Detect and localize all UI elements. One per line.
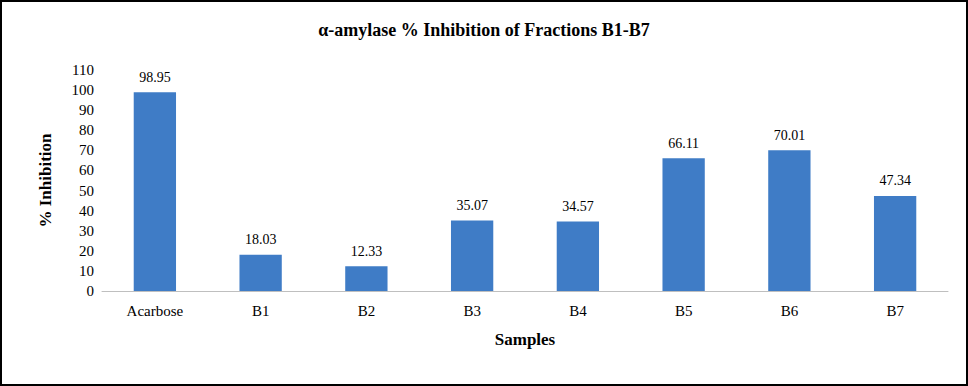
- svg-text:47.34: 47.34: [879, 173, 911, 188]
- svg-text:B4: B4: [569, 303, 587, 319]
- svg-text:B1: B1: [252, 303, 270, 319]
- svg-text:Acarbose: Acarbose: [127, 303, 184, 319]
- svg-text:110: 110: [72, 62, 94, 78]
- svg-text:20: 20: [79, 243, 94, 259]
- svg-text:12.33: 12.33: [351, 244, 383, 259]
- svg-text:% Inhibition: % Inhibition: [36, 133, 55, 228]
- svg-text:B5: B5: [675, 303, 693, 319]
- svg-text:80: 80: [79, 122, 94, 138]
- svg-text:70: 70: [79, 142, 94, 158]
- svg-text:60: 60: [79, 162, 94, 178]
- svg-text:50: 50: [79, 183, 94, 199]
- svg-text:10: 10: [79, 263, 94, 279]
- svg-text:34.57: 34.57: [562, 199, 594, 214]
- svg-text:40: 40: [79, 203, 94, 219]
- svg-text:B3: B3: [463, 303, 481, 319]
- svg-text:18.03: 18.03: [245, 232, 277, 247]
- svg-text:B2: B2: [358, 303, 376, 319]
- svg-text:0: 0: [87, 283, 95, 299]
- svg-text:100: 100: [72, 82, 95, 98]
- svg-text:70.01: 70.01: [774, 128, 806, 143]
- svg-text:B6: B6: [781, 303, 799, 319]
- svg-text:α-amylase % Inhibition of Frac: α-amylase % Inhibition of Fractions B1-B…: [318, 20, 650, 40]
- svg-text:Samples: Samples: [495, 330, 556, 349]
- svg-text:90: 90: [79, 102, 94, 118]
- svg-text:66.11: 66.11: [668, 136, 699, 151]
- svg-text:B7: B7: [886, 303, 904, 319]
- svg-text:30: 30: [79, 223, 94, 239]
- svg-text:35.07: 35.07: [456, 198, 488, 213]
- svg-text:98.95: 98.95: [139, 70, 171, 85]
